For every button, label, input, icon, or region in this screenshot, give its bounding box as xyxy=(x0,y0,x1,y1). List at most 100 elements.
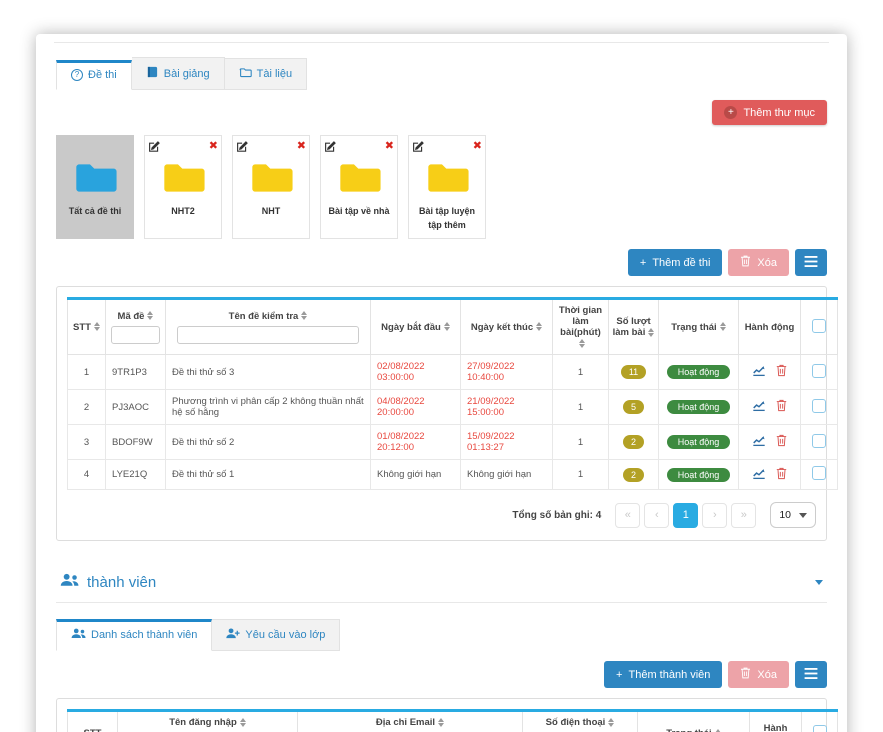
col-ngay-bat-dau[interactable]: Ngày bắt đầu xyxy=(371,299,461,355)
trash-icon[interactable] xyxy=(776,434,787,450)
status-badge: Hoạt động xyxy=(667,468,731,482)
col-stt[interactable]: STT xyxy=(68,299,106,355)
members-header-row: STT Tên đăng nhập Địa chỉ Email Số điện … xyxy=(68,711,838,732)
tab-tai-lieu-label: Tài liệu xyxy=(257,68,292,80)
cell-name: Đề thi thử số 3 xyxy=(166,355,371,390)
page-1-button[interactable]: 1 xyxy=(673,503,698,528)
folder-icon xyxy=(160,160,206,201)
folder-icon xyxy=(336,160,382,201)
last-page-button[interactable]: » xyxy=(731,503,756,528)
cell-stt: 2 xyxy=(68,390,106,425)
cell-duration: 1 xyxy=(553,460,609,490)
sort-icon xyxy=(720,322,726,331)
cell-actions xyxy=(739,425,801,460)
exam-toolbar: + Thêm đề thi Xóa xyxy=(56,249,827,276)
column-list-button[interactable] xyxy=(795,249,827,276)
prev-page-button[interactable]: ‹ xyxy=(644,503,669,528)
folder-card-all[interactable]: Tất cả đề thi xyxy=(56,135,134,239)
cell-attempts: 2 xyxy=(609,425,659,460)
folder-name: NHT xyxy=(262,205,281,219)
cell-code: BDOF9W xyxy=(106,425,166,460)
sort-icon xyxy=(536,322,542,331)
tab-bai-giang[interactable]: Bài giảng xyxy=(132,57,225,90)
add-member-button[interactable]: + Thêm thành viên xyxy=(604,661,722,688)
col-thoi-gian[interactable]: Thời gian làm bài(phút) xyxy=(553,299,609,355)
members-section-header[interactable]: thành viên xyxy=(56,563,827,603)
exam-pager: « ‹ 1 › » xyxy=(615,503,756,528)
delete-member-label: Xóa xyxy=(757,669,777,681)
delete-exam-button[interactable]: Xóa xyxy=(728,249,789,276)
table-row: 3 BDOF9W Đề thi thử số 2 01/08/2022 20:1… xyxy=(68,425,838,460)
col-ngay-ket-thuc[interactable]: Ngày kết thúc xyxy=(461,299,553,355)
folder-card-bai-tap-ve-nha[interactable]: ✖ Bài tập về nhà xyxy=(320,135,398,239)
edit-icon[interactable] xyxy=(324,140,337,154)
cell-actions xyxy=(739,460,801,490)
col-ten-de[interactable]: Tên đề kiểm tra xyxy=(166,299,371,355)
page-size-select[interactable]: 10 xyxy=(770,502,816,528)
trash-icon[interactable] xyxy=(776,467,787,483)
sort-icon xyxy=(240,718,246,727)
cell-select xyxy=(801,390,838,425)
folder-card-nht2[interactable]: ✖ NHT2 xyxy=(144,135,222,239)
members-table-box: STT Tên đăng nhập Địa chỉ Email Số điện … xyxy=(56,698,827,732)
filter-ten-de-input[interactable] xyxy=(177,326,359,344)
row-checkbox[interactable] xyxy=(812,399,826,413)
chart-icon[interactable] xyxy=(752,364,766,380)
row-checkbox[interactable] xyxy=(812,466,826,480)
content-tabbar: ? Đề thi Bài giảng Tài liệu xyxy=(56,57,827,90)
delete-folder-icon[interactable]: ✖ xyxy=(385,140,394,154)
row-checkbox[interactable] xyxy=(812,434,826,448)
cell-duration: 1 xyxy=(553,390,609,425)
status-badge: Hoạt động xyxy=(667,400,731,414)
member-column-list-button[interactable] xyxy=(795,661,827,688)
attempts-badge: 5 xyxy=(623,400,644,414)
col-trang-thai[interactable]: Trạng thái xyxy=(638,711,750,732)
edit-icon[interactable] xyxy=(148,140,161,154)
sort-icon xyxy=(608,718,614,727)
col-so-luot[interactable]: Số lượt làm bài xyxy=(609,299,659,355)
add-folder-button[interactable]: + Thêm thư mục xyxy=(712,100,827,125)
folder-card-nht[interactable]: ✖ NHT xyxy=(232,135,310,239)
collapse-caret-icon[interactable] xyxy=(815,580,823,585)
delete-folder-icon[interactable]: ✖ xyxy=(209,140,218,154)
chart-icon[interactable] xyxy=(752,467,766,483)
folder-card-bai-tap-luyen-tap-them[interactable]: ✖ Bài tập luyện tập thêm xyxy=(408,135,486,239)
folder-name: Bài tập luyện tập thêm xyxy=(412,205,482,232)
col-so-dien-thoai[interactable]: Số điện thoại xyxy=(523,711,638,732)
trash-icon[interactable] xyxy=(776,364,787,380)
sort-icon xyxy=(444,322,450,331)
cell-attempts: 5 xyxy=(609,390,659,425)
tab-danh-sach-thanh-vien[interactable]: Danh sách thành viên xyxy=(56,619,212,651)
tab-tai-lieu[interactable]: Tài liệu xyxy=(225,58,307,90)
col-email[interactable]: Địa chỉ Email xyxy=(298,711,523,732)
col-trang-thai[interactable]: Trạng thái xyxy=(659,299,739,355)
filter-ma-de-input[interactable] xyxy=(111,326,160,344)
edit-icon[interactable] xyxy=(412,140,425,154)
select-all-checkbox[interactable] xyxy=(813,725,827,732)
delete-member-button[interactable]: Xóa xyxy=(728,661,789,688)
users-icon xyxy=(60,573,79,592)
tab-de-thi[interactable]: ? Đề thi xyxy=(56,60,132,90)
chart-icon[interactable] xyxy=(752,434,766,450)
col-ma-de[interactable]: Mã đề xyxy=(106,299,166,355)
edit-icon[interactable] xyxy=(236,140,249,154)
delete-folder-icon[interactable]: ✖ xyxy=(297,140,306,154)
col-ten-dang-nhap[interactable]: Tên đăng nhập xyxy=(118,711,298,732)
delete-folder-icon[interactable]: ✖ xyxy=(473,140,482,154)
trash-icon[interactable] xyxy=(776,399,787,415)
plus-icon: + xyxy=(616,669,622,681)
row-checkbox[interactable] xyxy=(812,364,826,378)
next-page-button[interactable]: › xyxy=(702,503,727,528)
table-row: 4 LYE21Q Đề thi thử số 1 Không giới hạn … xyxy=(68,460,838,490)
cell-start: 02/08/2022 03:00:00 xyxy=(371,355,461,390)
attempts-badge: 2 xyxy=(623,468,644,482)
cell-start: Không giới hạn xyxy=(371,460,461,490)
chart-icon[interactable] xyxy=(752,399,766,415)
first-page-button[interactable]: « xyxy=(615,503,640,528)
attempts-badge: 11 xyxy=(621,365,646,379)
tab-yeu-cau-vao-lop[interactable]: Yêu cầu vào lớp xyxy=(212,619,340,651)
cell-end: 15/09/2022 01:13:27 xyxy=(461,425,553,460)
table-row: 2 PJ3AOC Phương trình vi phân cấp 2 khôn… xyxy=(68,390,838,425)
add-exam-button[interactable]: + Thêm đề thi xyxy=(628,249,723,276)
select-all-checkbox[interactable] xyxy=(812,319,826,333)
